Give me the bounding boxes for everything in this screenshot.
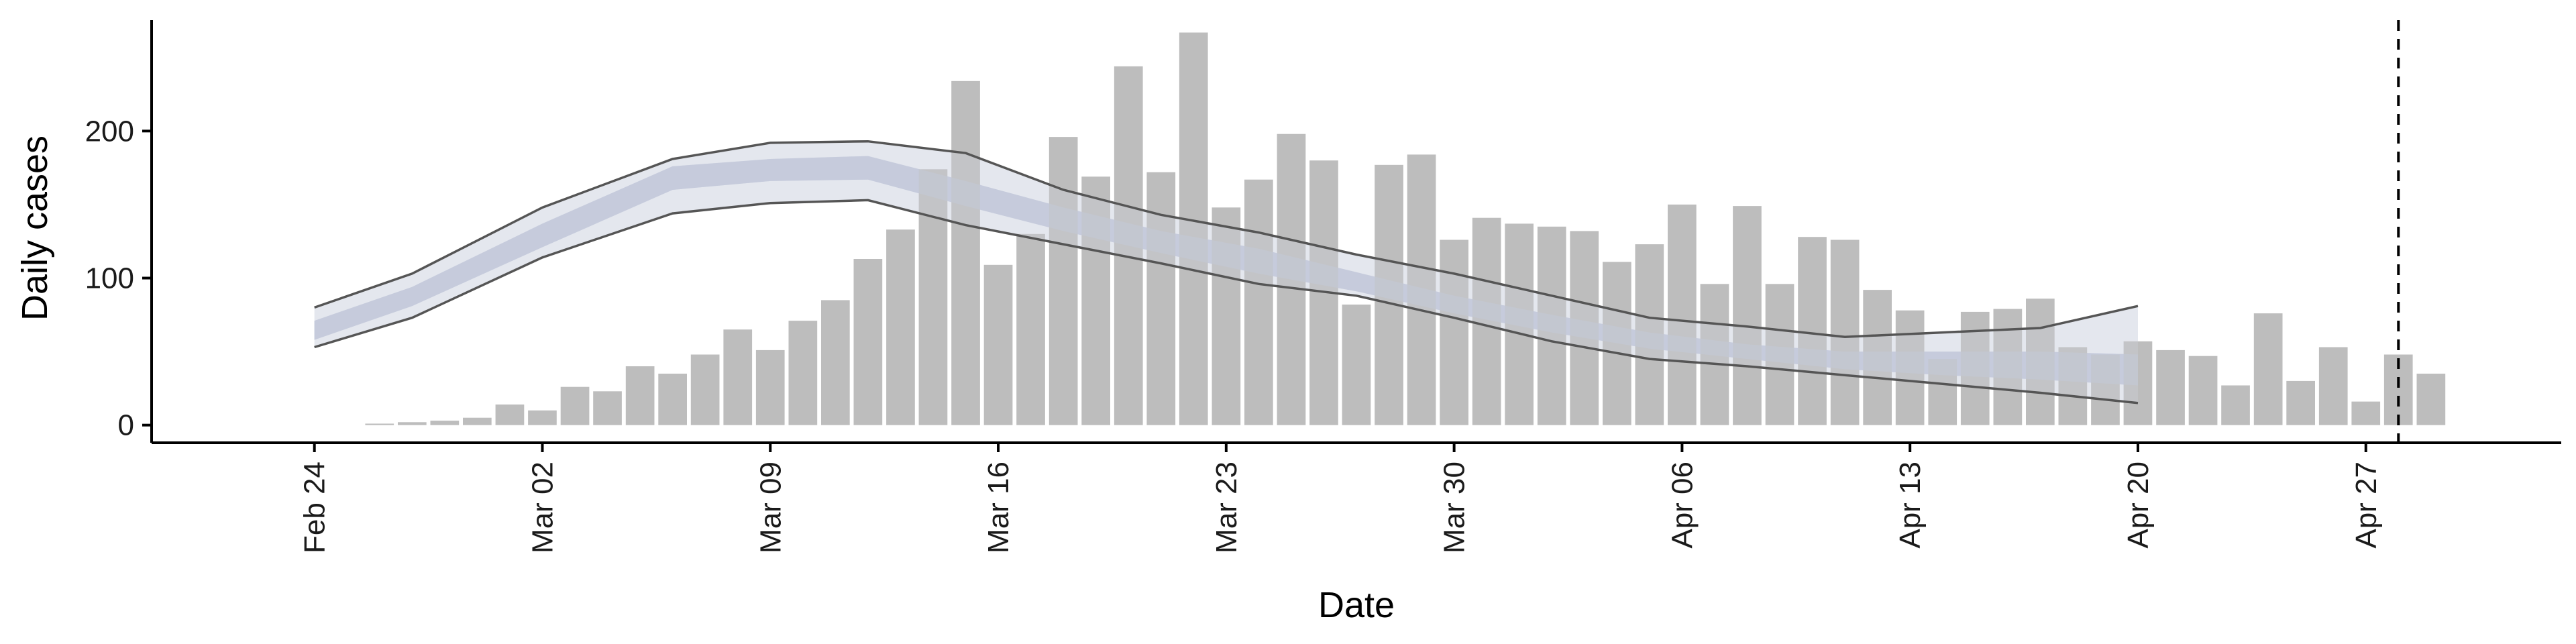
bars-layer [365, 32, 2446, 425]
bar [886, 229, 915, 425]
x-tick-label: Apr 13 [1894, 462, 1927, 549]
bar [2026, 299, 2055, 425]
x-tick-label: Mar 30 [1438, 462, 1471, 553]
bar [821, 300, 850, 425]
bar [2188, 356, 2218, 425]
bar [1570, 231, 1599, 425]
x-axis-title: Date [1318, 585, 1395, 625]
bar [951, 80, 980, 425]
y-tick-label: 0 [118, 409, 134, 442]
y-tick-label: 100 [85, 262, 134, 295]
bar [1016, 233, 1045, 425]
bar [2318, 347, 2348, 425]
bar [1049, 137, 1078, 425]
bar [1668, 204, 1697, 425]
bar [1765, 284, 1794, 425]
bar [625, 366, 655, 425]
bar [2416, 374, 2446, 425]
bar [593, 391, 622, 425]
bar [2123, 341, 2153, 425]
bar [1733, 206, 1762, 425]
bar [1928, 359, 1957, 425]
x-tick-label: Feb 24 [299, 462, 331, 553]
bar [1342, 305, 1371, 425]
bar [788, 321, 818, 425]
bar [1375, 164, 1403, 425]
bar [918, 169, 948, 425]
bar [2351, 401, 2381, 425]
band-lines-layer [314, 140, 2139, 405]
bar [463, 417, 492, 425]
lower-bound-line [314, 199, 2139, 405]
x-tick-label: Apr 20 [2122, 462, 2155, 549]
bar [723, 329, 753, 425]
x-ticks: Feb 24 Mar 02 Mar 09 Mar 16 Mar 23 Mar 30 Apr … [299, 443, 2383, 553]
bar [2091, 354, 2120, 425]
bar [1635, 244, 1664, 425]
bar [1440, 239, 1468, 425]
x-tick-label: Mar 09 [754, 462, 787, 553]
bar [1505, 223, 1534, 425]
x-tick-label: Apr 27 [2350, 462, 2383, 549]
bar [1081, 176, 1110, 425]
upper-bound-line [314, 140, 2139, 338]
bar [658, 374, 687, 425]
bar [1537, 226, 1566, 425]
y-tick-label: 200 [85, 115, 134, 148]
bar [1798, 237, 1827, 425]
bar [1895, 310, 1925, 425]
outer-ribbon-overlay [314, 141, 2139, 403]
bar [853, 259, 883, 425]
bar [1114, 66, 1143, 425]
bar [1212, 207, 1241, 425]
bar [560, 386, 590, 425]
bar [1244, 179, 1273, 425]
bar [1700, 284, 1729, 425]
bar [430, 421, 460, 425]
bar [1863, 290, 1892, 425]
bar [690, 354, 720, 425]
bar [983, 264, 1013, 425]
x-tick-label: Mar 16 [982, 462, 1015, 553]
bar [1603, 262, 1631, 425]
x-tick-label: Apr 06 [1666, 462, 1699, 549]
bar [2221, 385, 2250, 425]
bar [495, 405, 525, 425]
bar [1407, 154, 1436, 425]
bar [1179, 32, 1208, 425]
bar [2286, 380, 2315, 425]
bar [1146, 172, 1176, 425]
bar [755, 350, 785, 425]
y-ticks: 0 100 200 [85, 115, 152, 442]
bar [2156, 350, 2185, 425]
bar [398, 422, 427, 425]
bar [365, 423, 394, 425]
bar [528, 410, 557, 425]
axes [150, 20, 2561, 444]
x-tick-label: Mar 23 [1210, 462, 1243, 553]
bar [2253, 313, 2283, 425]
y-axis-title: Daily cases [15, 136, 55, 321]
bar [1830, 239, 1860, 425]
x-tick-label: Mar 02 [526, 462, 559, 553]
inner-ribbon-overlay [314, 156, 2139, 386]
bar [2058, 347, 2088, 425]
bar [1277, 133, 1306, 425]
bar [1472, 217, 1501, 425]
